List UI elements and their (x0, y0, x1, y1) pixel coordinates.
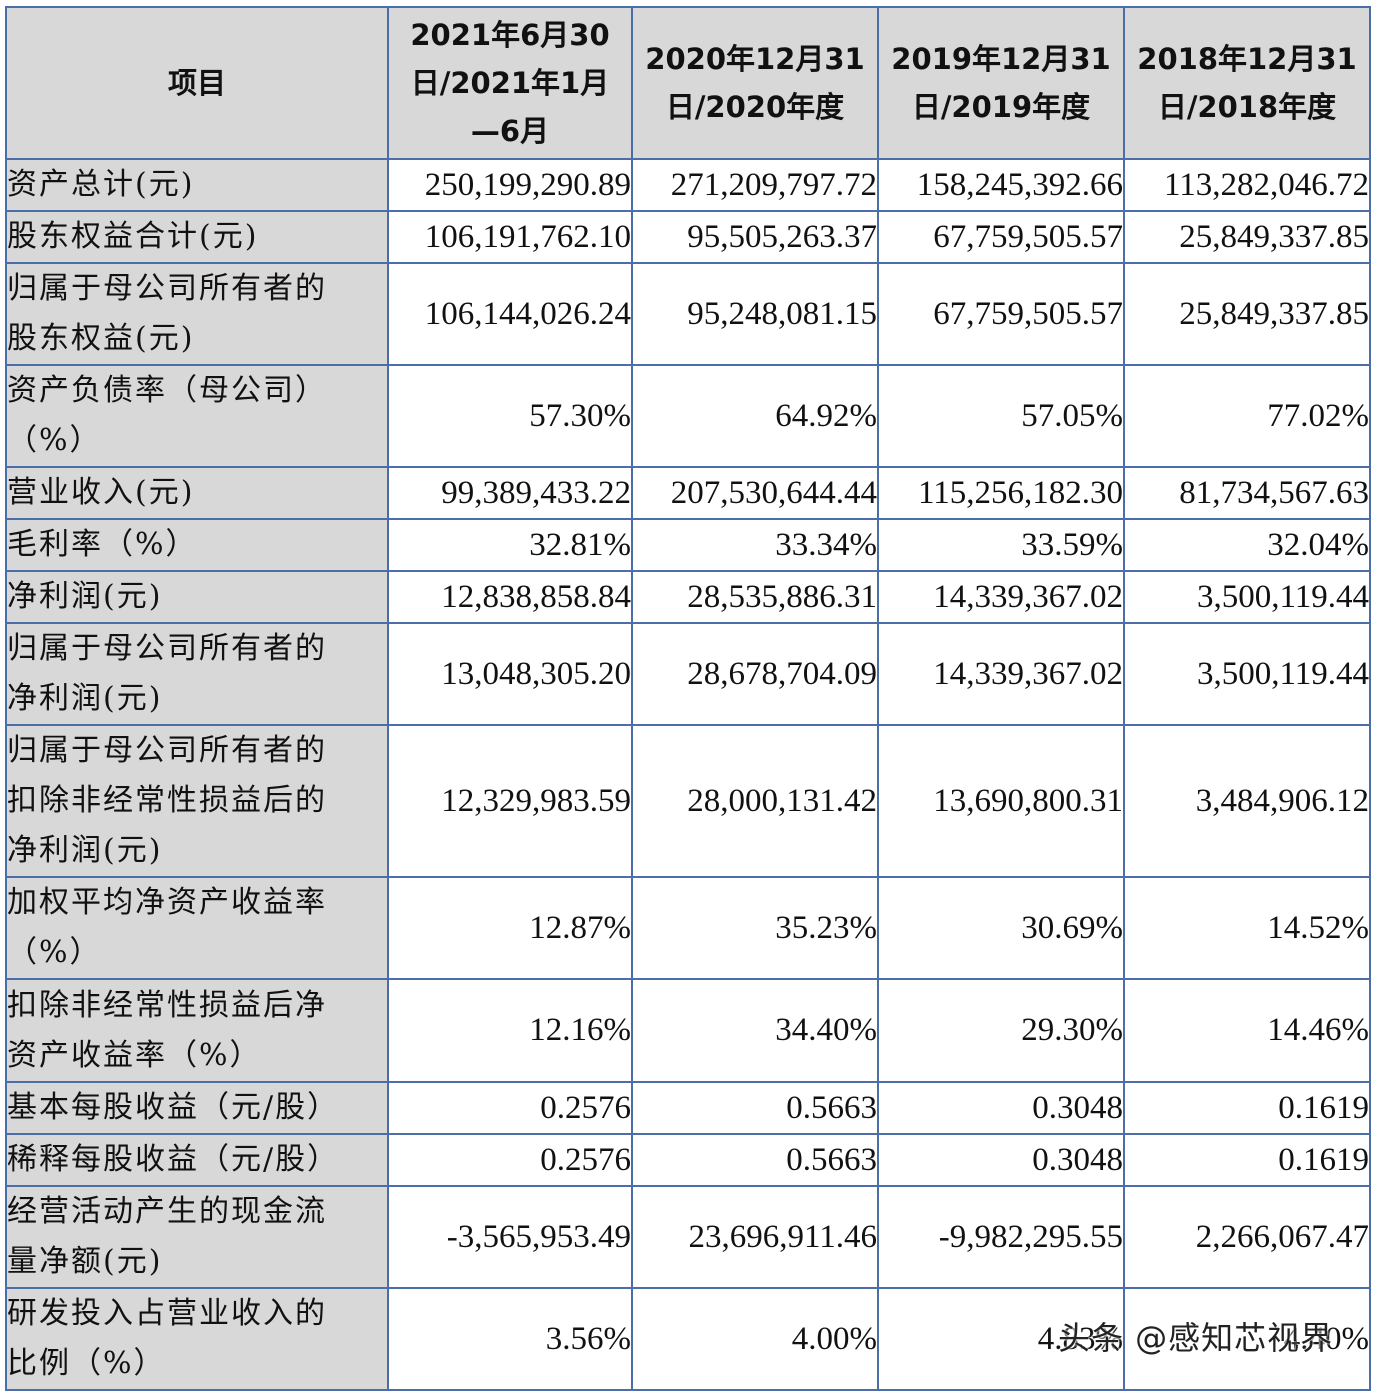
row-value: 3,500,119.44 (1123, 622, 1371, 726)
financial-summary-table: 项目 2021年6月30 日/2021年1月 —6月 2020年12月31 日/202… (5, 6, 1371, 1391)
table-row: 营业收入(元) 99,389,433.22 207,530,644.44 115,25… (5, 466, 1371, 520)
row-value: 250,199,290.89 (387, 158, 633, 212)
row-value: 271,209,797.72 (631, 158, 879, 212)
row-value: 35.23% (631, 876, 879, 980)
row-value: 0.1619 (1123, 1081, 1371, 1135)
row-value: 207,530,644.44 (631, 466, 879, 520)
row-value: 28,535,886.31 (631, 570, 879, 624)
row-label: 基本每股收益（元/股） (5, 1081, 389, 1135)
table-row: 稀释每股收益（元/股） 0.2576 0.5663 0.3048 0.1619 (5, 1133, 1371, 1187)
row-label: 股东权益合计(元) (5, 210, 389, 264)
row-value: 77.02% (1123, 364, 1371, 468)
row-value: 57.30% (387, 364, 633, 468)
table-row: 股东权益合计(元) 106,191,762.10 95,505,263.37 67,7… (5, 210, 1371, 264)
row-value: 0.1619 (1123, 1133, 1371, 1187)
row-label: 加权平均净资产收益率 （%） (5, 876, 389, 980)
row-label: 资产负债率（母公司） （%） (5, 364, 389, 468)
row-label: 毛利率（%） (5, 518, 389, 572)
row-value: 30.69% (877, 876, 1125, 980)
row-value: 0.3048 (877, 1081, 1125, 1135)
row-value: 106,191,762.10 (387, 210, 633, 264)
row-label: 归属于母公司所有者的 扣除非经常性损益后的 净利润(元) (5, 724, 389, 878)
table-row: 经营活动产生的现金流 量净额(元) -3,565,953.49 23,696,911.… (5, 1185, 1371, 1289)
header-col-2019: 2019年12月31 日/2019年度 (877, 6, 1125, 160)
row-value: 95,248,081.15 (631, 262, 879, 366)
row-value: 115,256,182.30 (877, 466, 1125, 520)
row-value: 57.05% (877, 364, 1125, 468)
row-label: 扣除非经常性损益后净 资产收益率（%） (5, 978, 389, 1083)
row-value: 12.16% (387, 978, 633, 1083)
row-value: 32.04% (1123, 518, 1371, 572)
row-value: -3,565,953.49 (387, 1185, 633, 1289)
header-col-2018: 2018年12月31 日/2018年度 (1123, 6, 1371, 160)
row-value: 113,282,046.72 (1123, 158, 1371, 212)
row-value: 3,500,119.44 (1123, 570, 1371, 624)
header-item: 项目 (5, 6, 389, 160)
row-label: 归属于母公司所有者的 净利润(元) (5, 622, 389, 726)
row-value: 12.87% (387, 876, 633, 980)
row-value: 81,734,567.63 (1123, 466, 1371, 520)
row-value: 12,329,983.59 (387, 724, 633, 878)
table-row: 毛利率（%） 32.81% 33.34% 33.59% 32.04% (5, 518, 1371, 572)
row-value: 158,245,392.66 (877, 158, 1125, 212)
header-row: 项目 2021年6月30 日/2021年1月 —6月 2020年12月31 日/202… (5, 6, 1371, 160)
row-value: 2,266,067.47 (1123, 1185, 1371, 1289)
row-value: 67,759,505.57 (877, 210, 1125, 264)
row-label: 归属于母公司所有者的 股东权益(元) (5, 262, 389, 366)
row-value: 64.92% (631, 364, 879, 468)
row-value: 3,484,906.12 (1123, 724, 1371, 878)
row-value: 4.40% (1123, 1287, 1371, 1391)
row-value: 106,144,026.24 (387, 262, 633, 366)
row-label: 经营活动产生的现金流 量净额(元) (5, 1185, 389, 1289)
row-label: 资产总计(元) (5, 158, 389, 212)
row-value: 25,849,337.85 (1123, 210, 1371, 264)
table-row: 研发投入占营业收入的 比例（%） 3.56% 4.00% 4.83% 4.40% (5, 1287, 1371, 1391)
row-value: 25,849,337.85 (1123, 262, 1371, 366)
row-value: 33.34% (631, 518, 879, 572)
table-row: 归属于母公司所有者的 净利润(元) 13,048,305.20 28,678,704.… (5, 622, 1371, 726)
row-value: 0.2576 (387, 1081, 633, 1135)
row-value: 0.3048 (877, 1133, 1125, 1187)
row-value: 28,000,131.42 (631, 724, 879, 878)
row-label: 净利润(元) (5, 570, 389, 624)
row-value: 23,696,911.46 (631, 1185, 879, 1289)
row-value: -9,982,295.55 (877, 1185, 1125, 1289)
row-value: 14,339,367.02 (877, 622, 1125, 726)
table-row: 归属于母公司所有者的 扣除非经常性损益后的 净利润(元) 12,329,983.59 2… (5, 724, 1371, 878)
row-label: 研发投入占营业收入的 比例（%） (5, 1287, 389, 1391)
row-value: 0.2576 (387, 1133, 633, 1187)
table-row: 扣除非经常性损益后净 资产收益率（%） 12.16% 34.40% 29.30% 14.4… (5, 978, 1371, 1083)
row-value: 32.81% (387, 518, 633, 572)
header-col-2021h1: 2021年6月30 日/2021年1月 —6月 (387, 6, 633, 160)
row-value: 12,838,858.84 (387, 570, 633, 624)
row-value: 28,678,704.09 (631, 622, 879, 726)
row-value: 4.83% (877, 1287, 1125, 1391)
table-row: 净利润(元) 12,838,858.84 28,535,886.31 14,339,3… (5, 570, 1371, 624)
row-label: 稀释每股收益（元/股） (5, 1133, 389, 1187)
row-value: 13,048,305.20 (387, 622, 633, 726)
row-value: 14.46% (1123, 978, 1371, 1083)
row-value: 14,339,367.02 (877, 570, 1125, 624)
table-row: 加权平均净资产收益率 （%） 12.87% 35.23% 30.69% 14.52% (5, 876, 1371, 980)
table-row: 基本每股收益（元/股） 0.2576 0.5663 0.3048 0.1619 (5, 1081, 1371, 1135)
row-value: 95,505,263.37 (631, 210, 879, 264)
row-value: 29.30% (877, 978, 1125, 1083)
row-value: 0.5663 (631, 1081, 879, 1135)
row-value: 0.5663 (631, 1133, 879, 1187)
row-value: 4.00% (631, 1287, 879, 1391)
row-value: 34.40% (631, 978, 879, 1083)
table-row: 资产负债率（母公司） （%） 57.30% 64.92% 57.05% 77.02% (5, 364, 1371, 468)
row-label: 营业收入(元) (5, 466, 389, 520)
table-row: 资产总计(元) 250,199,290.89 271,209,797.72 158,2… (5, 158, 1371, 212)
row-value: 3.56% (387, 1287, 633, 1391)
row-value: 14.52% (1123, 876, 1371, 980)
row-value: 67,759,505.57 (877, 262, 1125, 366)
table-row: 归属于母公司所有者的 股东权益(元) 106,144,026.24 95,248,08… (5, 262, 1371, 366)
header-col-2020: 2020年12月31 日/2020年度 (631, 6, 879, 160)
table-body: 资产总计(元) 250,199,290.89 271,209,797.72 158,2… (5, 158, 1371, 1391)
row-value: 13,690,800.31 (877, 724, 1125, 878)
row-value: 99,389,433.22 (387, 466, 633, 520)
row-value: 33.59% (877, 518, 1125, 572)
